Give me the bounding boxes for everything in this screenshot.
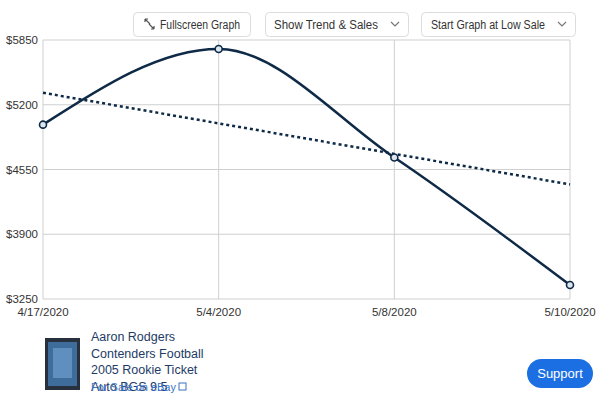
listing-title-line[interactable]: 2005 Rookie Ticket bbox=[91, 363, 198, 377]
trend-line bbox=[43, 93, 570, 185]
chevron-icon[interactable] bbox=[558, 22, 566, 26]
control-button[interactable]: Fullscreen Graph bbox=[134, 13, 251, 37]
plot-area bbox=[40, 45, 574, 288]
listing-card[interactable]: Aaron Rodgers Contenders Football 2005 Roo… bbox=[45, 330, 204, 394]
button-label[interactable]: Show Trend & Sales bbox=[274, 18, 378, 32]
y-grid-line bbox=[43, 104, 570, 105]
y-tick-label: $3250 bbox=[6, 293, 38, 305]
support-pill[interactable] bbox=[527, 359, 593, 388]
support-label[interactable]: Support bbox=[537, 366, 583, 381]
listing-title-line[interactable]: Contenders Football bbox=[91, 347, 204, 361]
card-thumbnail-figure[interactable] bbox=[53, 348, 72, 378]
x-grid-line bbox=[218, 40, 219, 299]
y-tick-label: $3900 bbox=[6, 228, 38, 240]
sales-line bbox=[43, 49, 570, 285]
y-tick-label: $4550 bbox=[6, 164, 38, 176]
button-frame[interactable] bbox=[266, 13, 409, 37]
page: $3250 $3900 $4550 $5200 $5850 4/17/2020 5/4/20… bbox=[0, 0, 600, 395]
x-grid-line bbox=[570, 40, 571, 299]
button-label[interactable]: Start Graph at Low Sale bbox=[431, 18, 545, 32]
x-tick-label: 5/8/2020 bbox=[372, 306, 417, 318]
x-grid-line bbox=[394, 40, 395, 299]
x-tick-label: 4/17/2020 bbox=[17, 306, 68, 318]
button-label[interactable]: Fullscreen Graph bbox=[160, 18, 240, 32]
chart-canvas: $3250 $3900 $4550 $5200 $5850 4/17/2020 5/4/20… bbox=[0, 0, 600, 395]
y-grid-line bbox=[43, 234, 570, 235]
ebay-link[interactable]: For Sale on eBay bbox=[91, 381, 176, 393]
y-tick-label: $5200 bbox=[6, 99, 38, 111]
button-frame[interactable] bbox=[134, 13, 251, 37]
support-button[interactable]: Support bbox=[527, 359, 593, 388]
y-tick-label: $5850 bbox=[6, 34, 38, 46]
sale-marker[interactable] bbox=[567, 282, 574, 289]
external-link-icon[interactable] bbox=[179, 383, 186, 390]
x-tick-label: 5/4/2020 bbox=[196, 306, 241, 318]
grid bbox=[43, 40, 570, 299]
sale-marker[interactable] bbox=[40, 121, 47, 128]
button-frame[interactable] bbox=[422, 13, 576, 37]
chevron-icon[interactable] bbox=[391, 22, 399, 26]
y-grid-line bbox=[43, 299, 570, 300]
y-grid-line bbox=[43, 40, 570, 41]
sale-marker[interactable] bbox=[391, 154, 398, 161]
card-thumbnail-inner[interactable] bbox=[48, 342, 77, 386]
sale-marker[interactable] bbox=[215, 45, 222, 52]
card-thumbnail[interactable] bbox=[45, 338, 80, 390]
x-tick-label: 5/10/2020 bbox=[544, 306, 595, 318]
fullscreen-icon[interactable] bbox=[145, 19, 154, 29]
control-button[interactable]: Show Trend & Sales bbox=[266, 13, 409, 37]
y-grid-line bbox=[43, 169, 570, 170]
control-button[interactable]: Start Graph at Low Sale bbox=[422, 13, 576, 37]
x-grid-line bbox=[43, 40, 44, 299]
listing-title-line[interactable]: Aaron Rodgers bbox=[91, 330, 175, 344]
